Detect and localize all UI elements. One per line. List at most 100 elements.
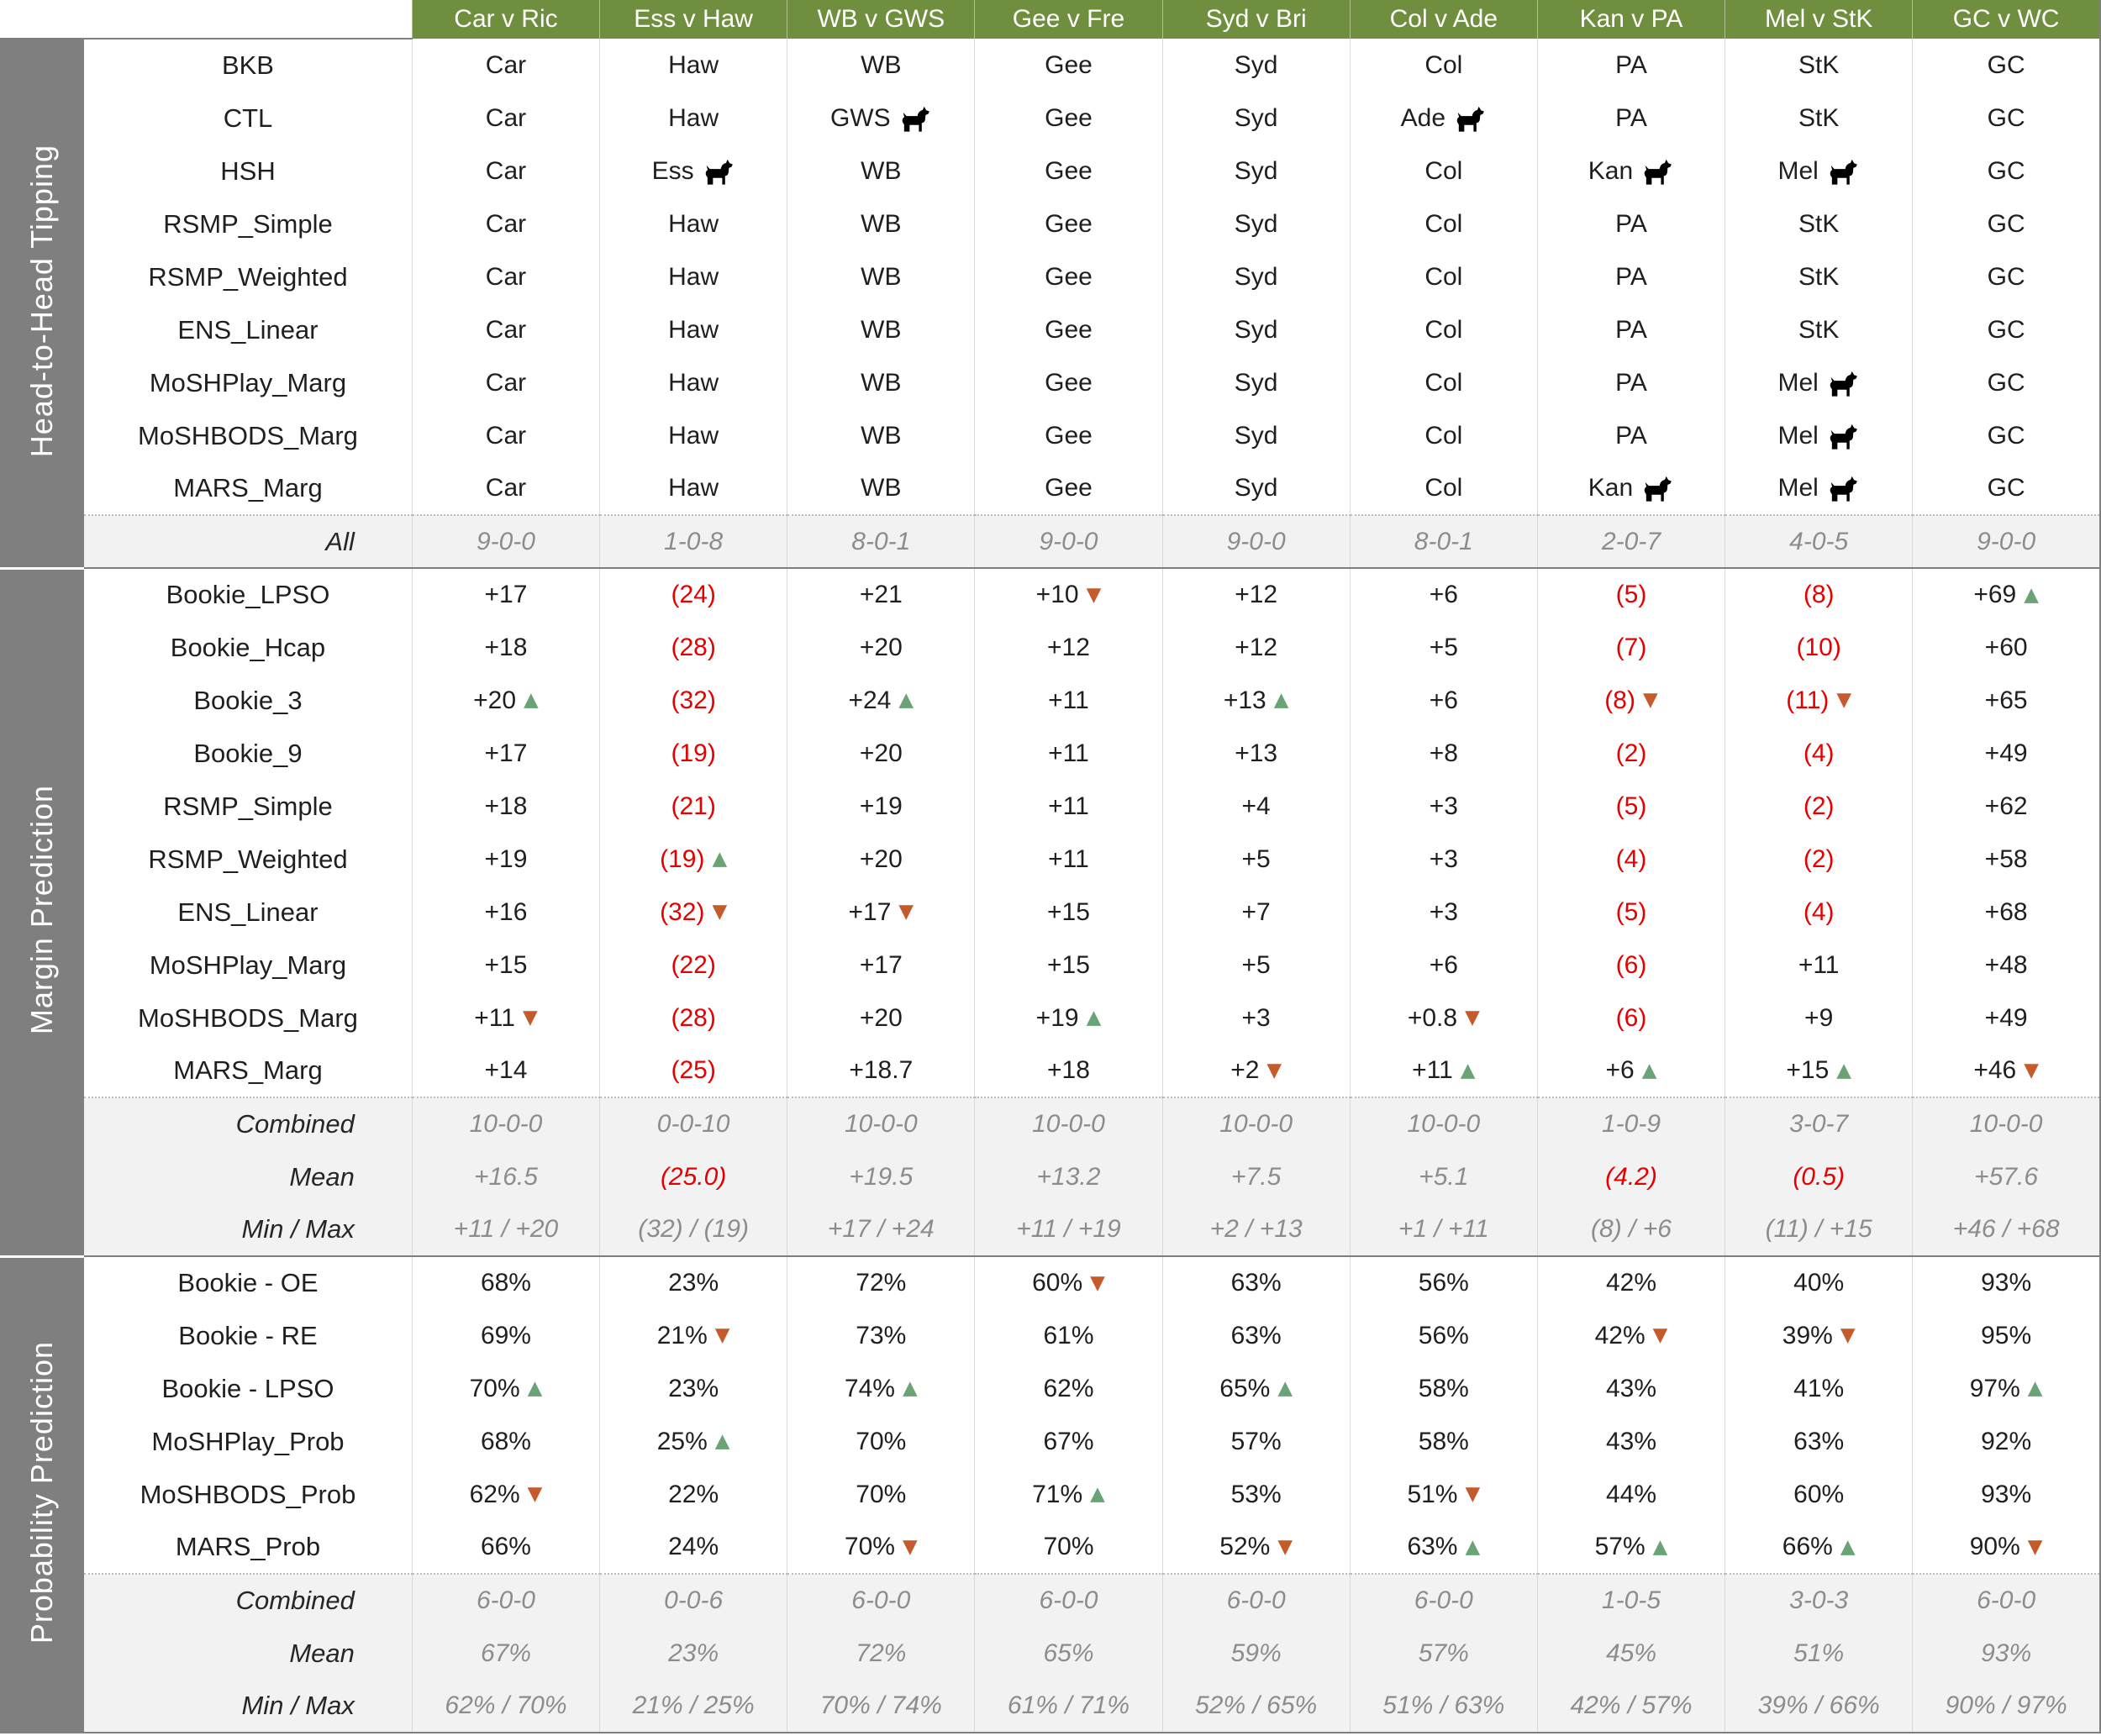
- margin-summary-cell: +11 / +19: [974, 1203, 1163, 1256]
- margin-row: MoSHPlay_Marg +15 (22) +17 +15 +5 +6 (6) +11 +48: [0, 939, 2100, 992]
- down-arrow-icon: ▼: [1642, 689, 1658, 711]
- cell-value: 6-0-0: [851, 1586, 911, 1614]
- margin-cell: (6): [1536, 939, 1725, 992]
- up-arrow-icon: ▲: [1652, 1535, 1668, 1558]
- margin-cell: +11: [974, 780, 1163, 833]
- cell-value: 10-0-0: [1032, 1110, 1105, 1138]
- margin-cell: (4): [1725, 886, 1913, 939]
- margin-cell: (11) ▼: [1725, 674, 1913, 727]
- up-arrow-icon: ▲: [714, 1430, 730, 1452]
- margin-row: Bookie_3 +20 ▲ (32) +24 ▲ +11 +13 ▲ +6 (8) ▼ (11) ▼ +6…: [0, 674, 2100, 727]
- prob-cell: 40%: [1725, 1255, 1913, 1309]
- cell-value: Car: [485, 474, 527, 502]
- cell-value: PA: [1615, 103, 1647, 132]
- h2h-cell: Mel: [1725, 145, 1913, 197]
- cell-value: 45%: [1605, 1639, 1657, 1667]
- margin-cell: +18: [411, 780, 600, 833]
- prob-row: Bookie - LPSO 70% ▲ 23% 74% ▲ 62% 65% ▲ 58% 43% 41%…: [0, 1362, 2100, 1415]
- up-arrow-icon: ▲: [2024, 583, 2039, 606]
- dog-icon: [1644, 159, 1672, 185]
- cell-value: Syd: [1234, 474, 1278, 502]
- match-column-header: Syd v Bri: [1161, 0, 1351, 39]
- h2h-cell: Syd: [1161, 462, 1351, 515]
- margin-summary-cell: (0.5): [1725, 1150, 1913, 1203]
- cell-value: +11: [1048, 844, 1089, 873]
- cell-value: (32): [660, 897, 705, 926]
- cell-value: 2-0-7: [1601, 527, 1661, 555]
- h2h-cell: Mel: [1725, 409, 1913, 462]
- margin-cell: +11: [1725, 939, 1913, 992]
- margin-cell: (25): [599, 1044, 787, 1097]
- dog-icon: [1830, 423, 1857, 450]
- cell-value: 21% / 25%: [632, 1691, 755, 1719]
- cell-value: 70%: [856, 1427, 907, 1455]
- cell-value: Col: [1424, 474, 1463, 502]
- margin-cell: +10 ▼: [974, 567, 1163, 621]
- cell-value: +19.5: [849, 1162, 914, 1191]
- prob-summary-row: Combined 6-0-0 0-0-6 6-0-0 6-0-0 6-0-0 6-0-0 1-…: [0, 1573, 2100, 1627]
- cell-value: Haw: [668, 103, 719, 132]
- row-label: Bookie - LPSO: [84, 1362, 413, 1415]
- margin-cell: +6: [1349, 567, 1538, 621]
- cell-value: (21): [671, 792, 716, 820]
- row-label: RSMP_Weighted: [84, 250, 413, 303]
- h2h-cell: Col: [1349, 145, 1538, 197]
- cell-value: WB: [861, 209, 902, 238]
- up-arrow-icon: ▲: [1273, 689, 1289, 711]
- cell-value: Syd: [1234, 103, 1278, 132]
- cell-value: +17: [484, 739, 528, 767]
- cell-value: +69: [1973, 581, 2017, 608]
- cell-value: (5): [1615, 897, 1647, 926]
- cell-value: 4-0-5: [1789, 527, 1849, 555]
- prob-summary-cell: 59%: [1161, 1627, 1351, 1680]
- margin-summary-row: Mean +16.5 (25.0) +19.5 +13.2 +7.5 +5.1 (4.2) (0…: [0, 1150, 2100, 1203]
- summary-label: All: [84, 514, 413, 568]
- prob-summary-cell: 67%: [411, 1627, 600, 1680]
- prob-summary-cell: 57%: [1349, 1627, 1538, 1680]
- cell-value: 6-0-0: [1226, 1586, 1286, 1614]
- prob-cell: 74% ▲: [787, 1362, 975, 1415]
- cell-value: StK: [1798, 315, 1840, 344]
- margin-cell: +69 ▲: [1912, 567, 2100, 621]
- dog-icon: [1456, 106, 1484, 132]
- prob-cell: 63%: [1161, 1255, 1351, 1309]
- cell-value: Col: [1424, 262, 1463, 291]
- h2h-cell: GC: [1912, 250, 2100, 303]
- row-label: MARS_Marg: [84, 1044, 413, 1097]
- prob-cell: 41%: [1725, 1362, 1913, 1415]
- cell-value: 0-0-10: [656, 1110, 730, 1138]
- prob-summary-cell: 6-0-0: [974, 1573, 1163, 1627]
- h2h-cell: Haw: [599, 39, 787, 92]
- cell-value: 24%: [668, 1533, 719, 1560]
- dog-icon: [1644, 476, 1672, 502]
- cell-value: Haw: [668, 474, 719, 502]
- cell-value: +19: [1035, 1003, 1079, 1032]
- match-column-header: Col v Ade: [1349, 0, 1538, 39]
- cell-value: (4.2): [1605, 1162, 1657, 1191]
- h2h-cell: Syd: [1161, 303, 1351, 356]
- dog-icon: [902, 106, 929, 132]
- cell-value: 65%: [1219, 1374, 1271, 1402]
- prob-cell: 67%: [974, 1415, 1163, 1468]
- row-label: RSMP_Weighted: [84, 833, 413, 886]
- cell-value: 62%: [1043, 1374, 1094, 1402]
- down-arrow-icon: ▼: [1465, 1483, 1481, 1505]
- prob-summary-cell: 51% / 63%: [1349, 1680, 1538, 1733]
- margin-row: RSMP_Simple +18 (21) +19 +11 +4 +3 (5) (2) +62: [0, 780, 2100, 833]
- cell-value: +18: [484, 633, 528, 661]
- up-arrow-icon: ▲: [1836, 1059, 1851, 1081]
- cell-value: +17 / +24: [827, 1215, 935, 1243]
- cell-value: +12: [1235, 581, 1278, 608]
- h2h-summary-cell: 1-0-8: [599, 514, 787, 568]
- cell-value: +13: [1235, 739, 1278, 767]
- margin-cell: +46 ▼: [1912, 1044, 2100, 1097]
- cell-value: 10-0-0: [1219, 1110, 1293, 1138]
- h2h-cell: WB: [787, 303, 975, 356]
- margin-row: MARS_Marg +14 (25) +18.7 +18 +2 ▼ +11 ▲ +6 ▲ +15 ▲ +4…: [0, 1044, 2100, 1097]
- cell-value: 60%: [1793, 1480, 1845, 1508]
- up-arrow-icon: ▲: [1460, 1059, 1476, 1081]
- cell-value: (32): [671, 686, 716, 714]
- cell-value: +57.6: [1974, 1162, 2039, 1191]
- cell-value: Ade: [1400, 103, 1446, 132]
- h2h-summary-cell: 9-0-0: [974, 514, 1163, 568]
